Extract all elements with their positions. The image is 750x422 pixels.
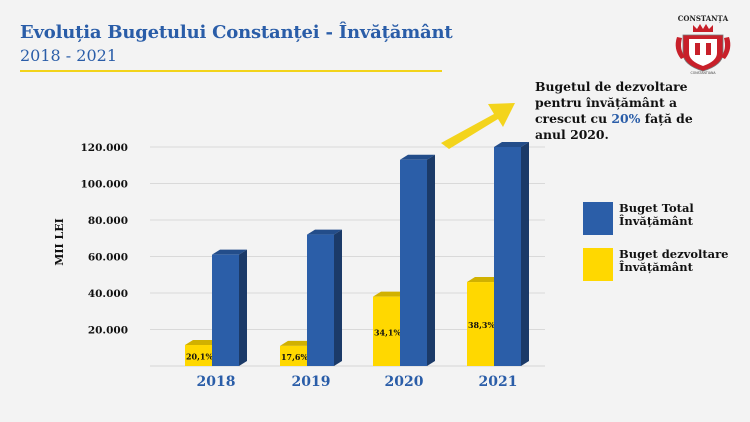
constanta-coat-of-arms-logo: CONSTANȚA CONSTANTIANA [675, 14, 731, 75]
y-tick-label: 120.000 [81, 142, 129, 154]
svg-text:CONSTANȚA: CONSTANȚA [678, 14, 729, 23]
x-axis: 2018 2019 2020 2021 [197, 374, 518, 390]
y-tick-label: 100.000 [81, 179, 129, 191]
bar-top [212, 249, 247, 255]
data-label: 20,1% [186, 352, 213, 362]
bar-front [400, 159, 427, 366]
bar-top [307, 229, 342, 235]
x-tick-label: 2021 [479, 374, 518, 390]
header: Evoluția Bugetului Constanței - Învățămâ… [20, 22, 453, 65]
x-tick-label: 2018 [197, 374, 236, 390]
note-text-before: Bugetul de dezvoltare pentru învățământ … [535, 79, 688, 126]
bar-total-2021 [494, 142, 529, 366]
bar-side [521, 142, 529, 366]
x-tick-label: 2020 [385, 374, 424, 390]
legend-swatch-yellow [583, 248, 613, 281]
title-underline [20, 70, 442, 72]
bar-top [400, 154, 435, 160]
data-label: 38,3% [468, 320, 495, 330]
page-title: Evoluția Bugetului Constanței - Învățămâ… [20, 22, 453, 43]
legend-label-total: Buget Total Învățământ [619, 201, 694, 228]
y-tick-label: 40.000 [88, 288, 128, 300]
note-text-after: față de anul 2020. [535, 111, 693, 142]
bar-total-2019 [307, 229, 342, 366]
bar-side [334, 229, 342, 366]
bar-top [280, 340, 315, 346]
bar-side [427, 154, 435, 366]
bar-top [494, 142, 529, 147]
y-axis: 20.000 40.000 60.000 80.000 100.000 120.000 [81, 142, 129, 337]
arrow-up-right-icon [441, 103, 515, 149]
bar-total-2018 [212, 249, 247, 366]
legend-item-total: Buget Total Învățământ [583, 202, 729, 235]
data-label: 34,1% [374, 327, 401, 337]
bar-front [212, 254, 239, 366]
bar-side [239, 249, 247, 366]
bar-front [280, 345, 307, 366]
bars: 20,1% 17,6% 34,1% 38,3% [185, 142, 529, 366]
y-tick-label: 20.000 [88, 325, 128, 337]
bar-top [373, 291, 408, 297]
bar-total-2020 [400, 154, 435, 366]
note-highlight: 20% [611, 111, 641, 126]
data-label: 17,6% [281, 352, 308, 362]
y-axis-label: MII LEI [53, 218, 66, 266]
bar-top [185, 340, 220, 346]
bar-front [467, 282, 494, 366]
x-tick-label: 2019 [292, 374, 331, 390]
y-tick-label: 80.000 [88, 215, 128, 227]
bar-front [307, 234, 334, 366]
bar-front [373, 296, 400, 366]
svg-text:CONSTANTIANA: CONSTANTIANA [690, 71, 716, 75]
y-tick-label: 60.000 [88, 252, 128, 264]
page-subtitle: 2018 - 2021 [20, 46, 118, 65]
legend-item-development: Buget dezvoltare Învățământ [583, 248, 729, 281]
legend-swatch-blue [583, 202, 613, 235]
growth-note: Bugetul de dezvoltare pentru învățământ … [535, 79, 720, 143]
bar-front [185, 345, 212, 366]
bar-front [494, 147, 521, 366]
legend-label-development: Buget dezvoltare Învățământ [619, 247, 729, 274]
bar-top [467, 277, 502, 283]
